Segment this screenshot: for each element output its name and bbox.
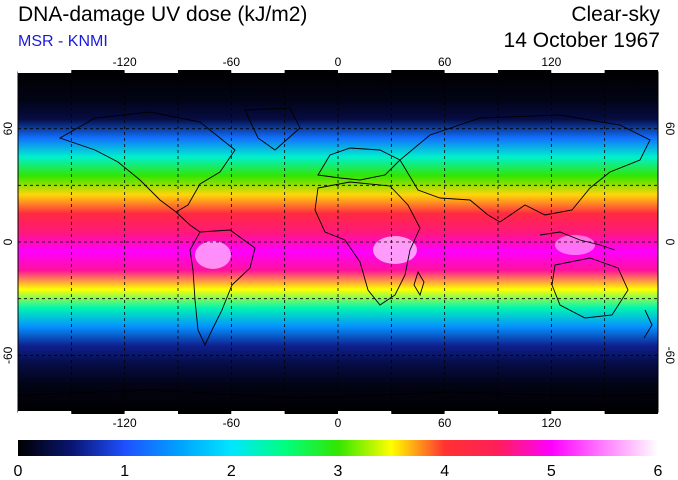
edge-tick-bar bbox=[391, 411, 445, 414]
lat-tick-label-left: 60 bbox=[1, 122, 15, 136]
colorbar-tick-label: 2 bbox=[227, 463, 236, 480]
coast-antarctica bbox=[18, 389, 658, 399]
lat-tick-label-right: 0 bbox=[663, 239, 677, 246]
hotspot-africa bbox=[373, 236, 417, 264]
colorbar bbox=[18, 440, 658, 456]
colorbar-tick-label: 5 bbox=[547, 463, 556, 480]
edge-tick-bar bbox=[71, 70, 125, 73]
coast-madagascar bbox=[413, 270, 425, 297]
edge-tick-bar bbox=[498, 70, 552, 73]
lat-tick-label-left: 0 bbox=[1, 238, 15, 245]
coastlines bbox=[18, 107, 658, 399]
lon-tick-label-bottom: 0 bbox=[335, 416, 342, 430]
coast-new-zealand bbox=[643, 309, 653, 339]
colorbar-labels: 0 1 2 3 4 5 6 bbox=[14, 463, 663, 480]
lat-tick-label-right: -60 bbox=[663, 347, 677, 365]
date-label: 14 October 1967 bbox=[503, 29, 660, 52]
edge-tick-bar bbox=[498, 411, 552, 414]
lon-labels-bottom: -120 -60 0 60 120 bbox=[113, 416, 562, 430]
edge-tick-bar bbox=[178, 411, 232, 414]
graticule bbox=[18, 72, 658, 412]
coast-north-america bbox=[58, 111, 236, 213]
edge-tick-bar bbox=[178, 70, 232, 73]
edge-tick-bar bbox=[338, 411, 392, 414]
edge-tick-bar bbox=[124, 411, 178, 414]
lon-tick-label-top: 60 bbox=[438, 55, 452, 69]
lon-tick-label-top: -120 bbox=[113, 55, 137, 69]
edge-tick-bar bbox=[604, 70, 658, 73]
lat-labels-left: 60 0 -60 bbox=[1, 122, 15, 364]
edge-tick-bar bbox=[231, 411, 285, 414]
coast-africa bbox=[314, 181, 421, 306]
lon-tick-label-bottom: 60 bbox=[438, 416, 452, 430]
colorbar-tick-label: 3 bbox=[334, 463, 343, 480]
edge-tick-bar bbox=[338, 70, 392, 73]
page-title: DNA-damage UV dose (kJ/m2) bbox=[18, 3, 308, 26]
colorbar-tick-label: 4 bbox=[440, 463, 449, 480]
coast-greenland bbox=[244, 107, 301, 151]
coast-australia bbox=[551, 257, 629, 319]
edge-tick-bar bbox=[391, 70, 445, 73]
lon-labels-top: -120 -60 0 60 120 bbox=[113, 55, 562, 69]
edge-tick-bar bbox=[551, 411, 605, 414]
lon-tick-label-top: 0 bbox=[335, 55, 342, 69]
edge-tick-bar bbox=[444, 70, 498, 73]
coast-asia bbox=[399, 114, 651, 223]
lat-labels-right: 60 0 -60 bbox=[663, 122, 677, 364]
coast-central-america bbox=[175, 211, 201, 233]
edge-tick-bar bbox=[231, 70, 285, 73]
hotspots bbox=[195, 235, 595, 269]
edge-tick-bar bbox=[284, 70, 338, 73]
edge-tick-bar bbox=[551, 70, 605, 73]
lat-tick-label-left: -60 bbox=[1, 346, 15, 364]
lon-tick-label-bottom: -60 bbox=[223, 416, 241, 430]
sky-condition-label: Clear-sky bbox=[571, 3, 660, 26]
edge-tick-bar bbox=[71, 411, 125, 414]
hotspot-indonesia bbox=[555, 235, 595, 255]
lon-tick-label-top: 120 bbox=[541, 55, 561, 69]
edge-tick-bar bbox=[124, 70, 178, 73]
lat-tick-label-right: 60 bbox=[663, 122, 677, 136]
edge-tick-bar bbox=[18, 411, 72, 414]
colorbar-tick-label: 1 bbox=[120, 463, 129, 480]
edge-tick-bar bbox=[284, 411, 338, 414]
lon-tick-label-bottom: -120 bbox=[113, 416, 137, 430]
lon-tick-label-top: -60 bbox=[223, 55, 241, 69]
edge-tick-bar bbox=[604, 411, 658, 414]
edge-tick-bar bbox=[444, 411, 498, 414]
edge-tick-bar bbox=[18, 70, 72, 73]
colorbar-tick-label: 0 bbox=[14, 463, 23, 480]
source-label: MSR - KNMI bbox=[18, 33, 108, 50]
hotspot-south-america bbox=[195, 241, 231, 269]
coast-south-america bbox=[189, 229, 256, 347]
edge-ticks bbox=[18, 70, 658, 414]
lon-tick-label-bottom: 120 bbox=[541, 416, 561, 430]
colorbar-tick-label: 6 bbox=[654, 463, 663, 480]
